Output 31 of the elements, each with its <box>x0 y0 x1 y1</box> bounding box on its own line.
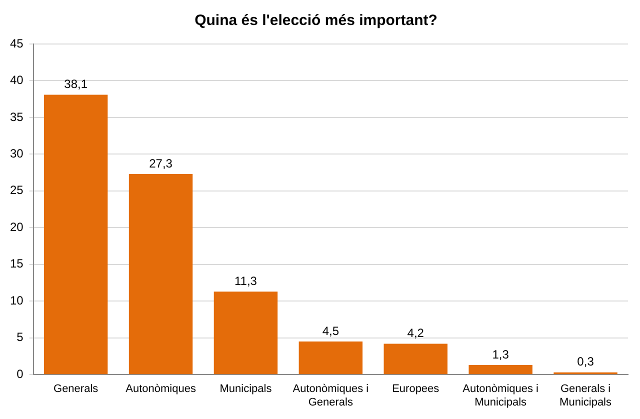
chart-title: Quina és l'elecció més important? <box>194 12 438 30</box>
x-tick-label: Generals i Municipals <box>560 383 612 408</box>
y-tick-label: 15 <box>10 256 24 271</box>
bar <box>128 174 193 374</box>
x-tick-label: Europees <box>392 383 440 396</box>
y-tick-label: 5 <box>16 330 24 344</box>
y-tick-label: 0 <box>16 366 24 381</box>
y-tick-label: 40 <box>10 73 24 88</box>
bar <box>298 342 363 374</box>
bar <box>384 344 448 374</box>
x-tick-label: Autonòmiques <box>126 383 196 396</box>
data-label: 4,2 <box>407 326 424 340</box>
x-tick-label: Autonòmiques i Generals <box>292 383 369 408</box>
bar <box>468 365 532 374</box>
x-tick-label: Generals <box>54 383 99 396</box>
y-tick-label: 35 <box>10 110 24 124</box>
y-tick-label: 20 <box>10 220 24 234</box>
bar <box>44 94 108 374</box>
data-label: 38,1 <box>64 77 88 92</box>
y-tick-label: 45 <box>10 36 24 50</box>
data-label: 11,3 <box>234 274 258 288</box>
bar <box>214 292 278 374</box>
y-tick-label: 10 <box>10 293 24 308</box>
data-label: 0,3 <box>577 354 594 369</box>
x-tick-label: Autonòmiques i Municipals <box>462 383 538 408</box>
data-label: 27,3 <box>149 156 173 170</box>
data-label: 4,5 <box>322 324 340 338</box>
y-tick-label: 25 <box>10 183 24 198</box>
x-tick-label: Municipals <box>220 383 272 396</box>
y-tick-label: 30 <box>10 146 24 161</box>
data-label: 1,3 <box>492 347 510 362</box>
